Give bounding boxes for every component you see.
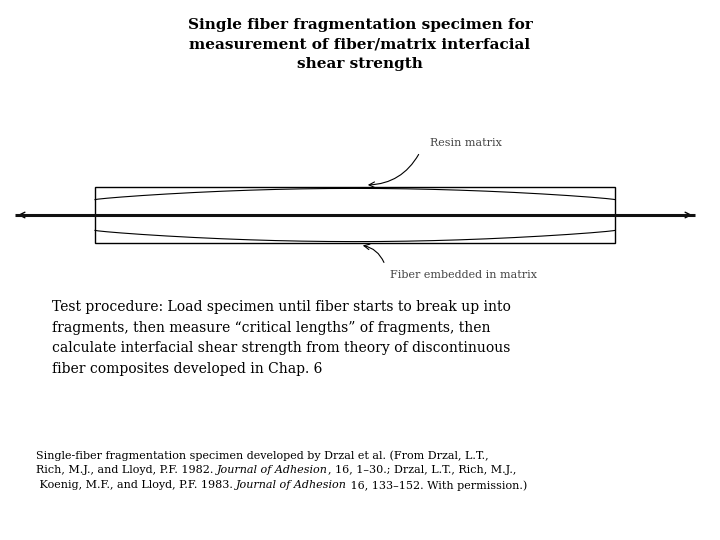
Text: 16, 133–152. With permission.): 16, 133–152. With permission.)	[347, 480, 528, 490]
Text: Single-fiber fragmentation specimen developed by Drzal et al. (From Drzal, L.T.,: Single-fiber fragmentation specimen deve…	[36, 450, 489, 461]
Text: Koenig, M.F., and Lloyd, P.F. 1983.: Koenig, M.F., and Lloyd, P.F. 1983.	[36, 480, 236, 490]
Text: Journal of Adhesion: Journal of Adhesion	[217, 465, 328, 475]
Text: Test procedure: Load specimen until fiber starts to break up into
fragments, the: Test procedure: Load specimen until fibe…	[52, 300, 511, 376]
Text: Rich, M.J., and Lloyd, P.F. 1982.: Rich, M.J., and Lloyd, P.F. 1982.	[36, 465, 217, 475]
Text: Resin matrix: Resin matrix	[430, 138, 502, 148]
Text: Single fiber fragmentation specimen for
measurement of fiber/matrix interfacial
: Single fiber fragmentation specimen for …	[188, 18, 532, 71]
Text: Fiber embedded in matrix: Fiber embedded in matrix	[390, 270, 537, 280]
Text: , 16, 1–30.; Drzal, L.T., Rich, M.J.,: , 16, 1–30.; Drzal, L.T., Rich, M.J.,	[328, 465, 516, 475]
Bar	[95, 187, 615, 243]
Text: Journal of Adhesion: Journal of Adhesion	[236, 480, 347, 490]
